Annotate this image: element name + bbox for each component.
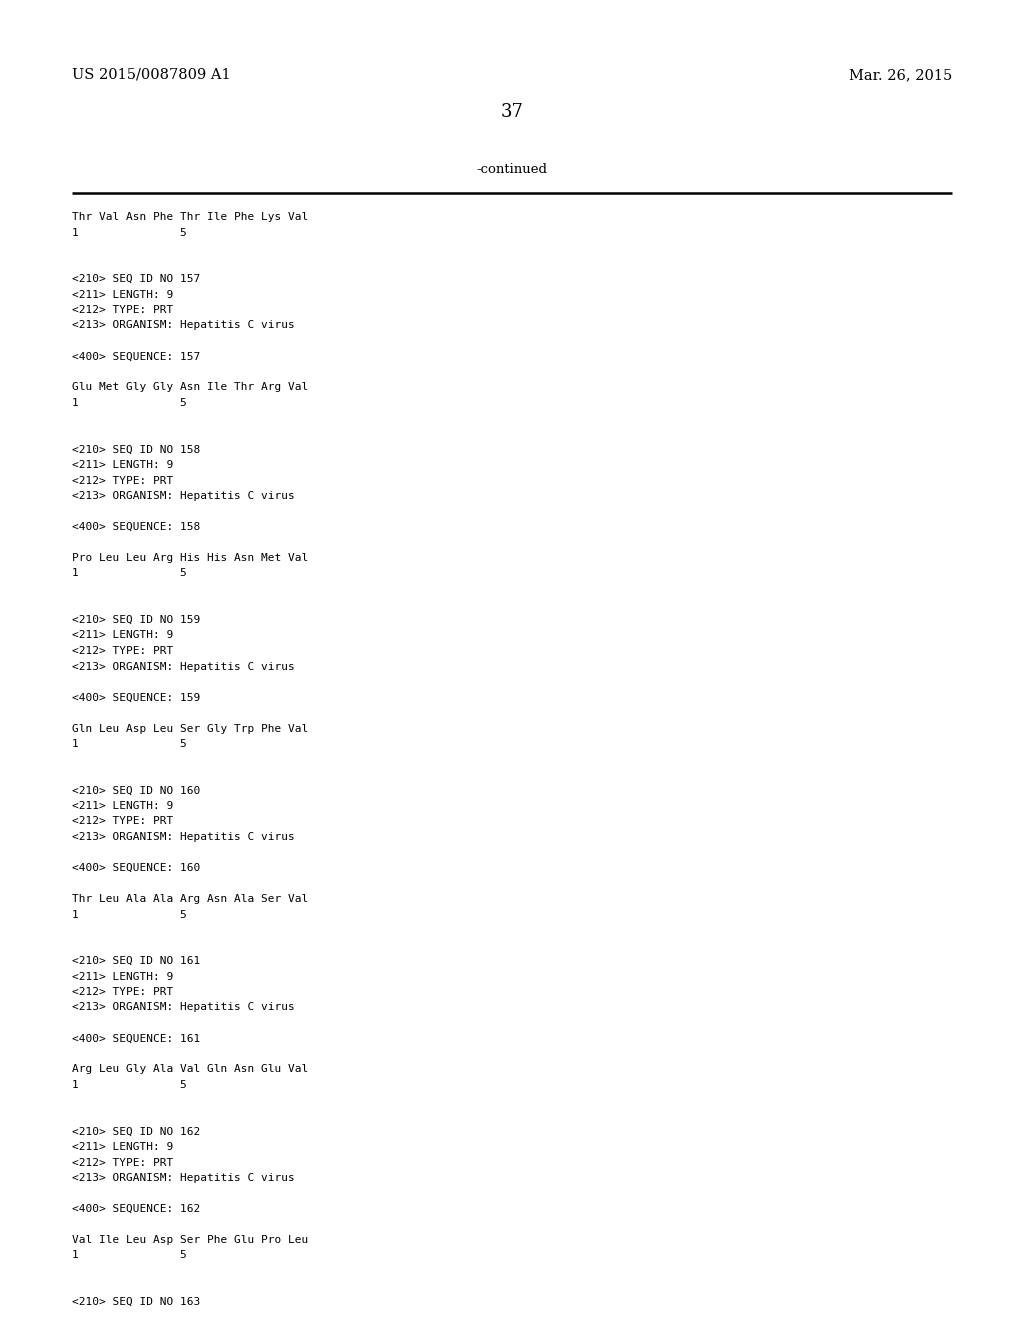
Text: <212> TYPE: PRT: <212> TYPE: PRT [72, 817, 173, 826]
Text: <213> ORGANISM: Hepatitis C virus: <213> ORGANISM: Hepatitis C virus [72, 1173, 295, 1183]
Text: <210> SEQ ID NO 161: <210> SEQ ID NO 161 [72, 956, 201, 966]
Text: <210> SEQ ID NO 158: <210> SEQ ID NO 158 [72, 445, 201, 454]
Text: <213> ORGANISM: Hepatitis C virus: <213> ORGANISM: Hepatitis C virus [72, 491, 295, 502]
Text: <213> ORGANISM: Hepatitis C virus: <213> ORGANISM: Hepatitis C virus [72, 1002, 295, 1012]
Text: 1               5: 1 5 [72, 909, 186, 920]
Text: <210> SEQ ID NO 160: <210> SEQ ID NO 160 [72, 785, 201, 796]
Text: 1               5: 1 5 [72, 399, 186, 408]
Text: <400> SEQUENCE: 160: <400> SEQUENCE: 160 [72, 863, 201, 873]
Text: <400> SEQUENCE: 158: <400> SEQUENCE: 158 [72, 521, 201, 532]
Text: Val Ile Leu Asp Ser Phe Glu Pro Leu: Val Ile Leu Asp Ser Phe Glu Pro Leu [72, 1236, 308, 1245]
Text: <212> TYPE: PRT: <212> TYPE: PRT [72, 305, 173, 315]
Text: <211> LENGTH: 9: <211> LENGTH: 9 [72, 289, 173, 300]
Text: <212> TYPE: PRT: <212> TYPE: PRT [72, 475, 173, 486]
Text: <213> ORGANISM: Hepatitis C virus: <213> ORGANISM: Hepatitis C virus [72, 832, 295, 842]
Text: <213> ORGANISM: Hepatitis C virus: <213> ORGANISM: Hepatitis C virus [72, 321, 295, 330]
Text: <400> SEQUENCE: 159: <400> SEQUENCE: 159 [72, 693, 201, 702]
Text: <211> LENGTH: 9: <211> LENGTH: 9 [72, 631, 173, 640]
Text: <210> SEQ ID NO 157: <210> SEQ ID NO 157 [72, 275, 201, 284]
Text: 37: 37 [501, 103, 523, 121]
Text: <210> SEQ ID NO 162: <210> SEQ ID NO 162 [72, 1126, 201, 1137]
Text: 1               5: 1 5 [72, 1250, 186, 1261]
Text: <212> TYPE: PRT: <212> TYPE: PRT [72, 1158, 173, 1167]
Text: 1               5: 1 5 [72, 227, 186, 238]
Text: Pro Leu Leu Arg His His Asn Met Val: Pro Leu Leu Arg His His Asn Met Val [72, 553, 308, 564]
Text: <400> SEQUENCE: 157: <400> SEQUENCE: 157 [72, 351, 201, 362]
Text: <211> LENGTH: 9: <211> LENGTH: 9 [72, 972, 173, 982]
Text: 1               5: 1 5 [72, 739, 186, 748]
Text: 1               5: 1 5 [72, 1080, 186, 1090]
Text: <212> TYPE: PRT: <212> TYPE: PRT [72, 987, 173, 997]
Text: Thr Val Asn Phe Thr Ile Phe Lys Val: Thr Val Asn Phe Thr Ile Phe Lys Val [72, 213, 308, 222]
Text: Arg Leu Gly Ala Val Gln Asn Glu Val: Arg Leu Gly Ala Val Gln Asn Glu Val [72, 1064, 308, 1074]
Text: <211> LENGTH: 9: <211> LENGTH: 9 [72, 459, 173, 470]
Text: Mar. 26, 2015: Mar. 26, 2015 [849, 69, 952, 82]
Text: <210> SEQ ID NO 163: <210> SEQ ID NO 163 [72, 1298, 201, 1307]
Text: -continued: -continued [476, 162, 548, 176]
Text: <400> SEQUENCE: 161: <400> SEQUENCE: 161 [72, 1034, 201, 1044]
Text: Glu Met Gly Gly Asn Ile Thr Arg Val: Glu Met Gly Gly Asn Ile Thr Arg Val [72, 383, 308, 392]
Text: <211> LENGTH: 9: <211> LENGTH: 9 [72, 1142, 173, 1152]
Text: <210> SEQ ID NO 159: <210> SEQ ID NO 159 [72, 615, 201, 624]
Text: <212> TYPE: PRT: <212> TYPE: PRT [72, 645, 173, 656]
Text: <213> ORGANISM: Hepatitis C virus: <213> ORGANISM: Hepatitis C virus [72, 661, 295, 672]
Text: <211> LENGTH: 9: <211> LENGTH: 9 [72, 801, 173, 810]
Text: US 2015/0087809 A1: US 2015/0087809 A1 [72, 69, 230, 82]
Text: Thr Leu Ala Ala Arg Asn Ala Ser Val: Thr Leu Ala Ala Arg Asn Ala Ser Val [72, 894, 308, 904]
Text: Gln Leu Asp Leu Ser Gly Trp Phe Val: Gln Leu Asp Leu Ser Gly Trp Phe Val [72, 723, 308, 734]
Text: <400> SEQUENCE: 162: <400> SEQUENCE: 162 [72, 1204, 201, 1214]
Text: 1               5: 1 5 [72, 569, 186, 578]
